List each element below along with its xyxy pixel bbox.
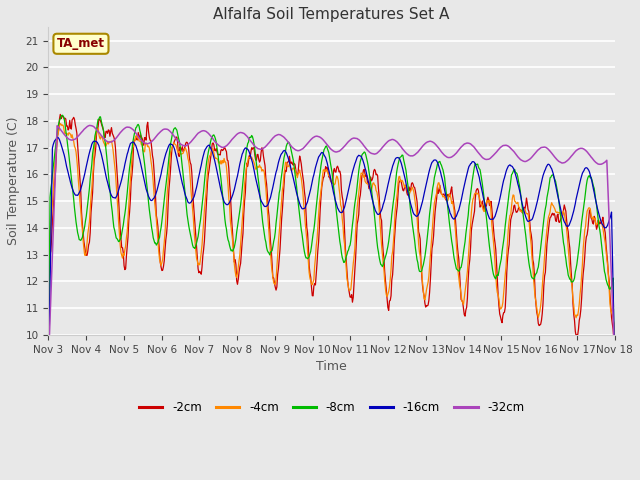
Text: TA_met: TA_met [57,37,105,50]
Y-axis label: Soil Temperature (C): Soil Temperature (C) [7,117,20,245]
X-axis label: Time: Time [316,360,347,373]
Legend: -2cm, -4cm, -8cm, -16cm, -32cm: -2cm, -4cm, -8cm, -16cm, -32cm [134,396,529,419]
Title: Alfalfa Soil Temperatures Set A: Alfalfa Soil Temperatures Set A [213,7,450,22]
